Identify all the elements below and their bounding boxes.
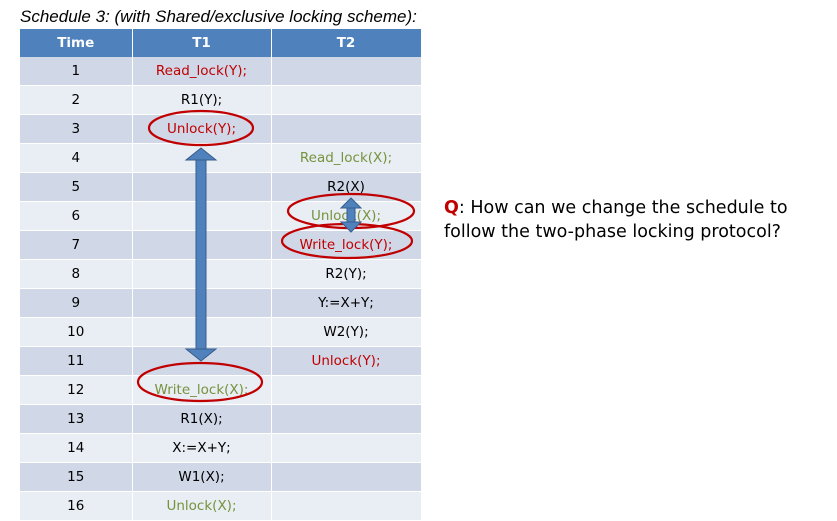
schedule-title: Schedule 3: (with Shared/exclusive locki… [20,7,417,26]
time-cell: 16 [20,491,133,521]
t1-cell [132,230,272,260]
t2-cell: Unlock(X); [271,201,422,231]
schedule-table: Time T1 T2 1 Read_lock(Y); 2 R1(Y); 3 Unlock(… [20,29,422,521]
t1-cell: Write_lock(X); [132,375,272,405]
table-row: 8 R2(Y); [20,259,422,289]
table-row: 15 W1(X); [20,462,422,492]
t2-cell [271,375,422,405]
t2-cell: R2(X) [271,172,422,202]
t2-cell [271,462,422,492]
question-text: Q: How can we change the schedule to fol… [444,196,834,244]
t2-cell: W2(Y); [271,317,422,347]
t1-cell: R1(X); [132,404,272,434]
t1-cell [132,288,272,318]
t2-cell: Write_lock(Y); [271,230,422,260]
t1-cell: Read_lock(Y); [132,57,272,86]
table-row: 5 R2(X) [20,172,422,202]
question-marker: Q [444,198,459,218]
time-cell: 9 [20,288,133,318]
t2-cell: Read_lock(X); [271,143,422,173]
time-cell: 8 [20,259,133,289]
table-row: 12 Write_lock(X); [20,375,422,405]
header-t1: T1 [132,29,272,57]
t1-cell: X:=X+Y; [132,433,272,463]
t1-cell [132,172,272,202]
time-cell: 6 [20,201,133,231]
time-cell: 3 [20,114,133,144]
time-cell: 10 [20,317,133,347]
table-header-row: Time T1 T2 [20,29,422,57]
t2-cell: Unlock(Y); [271,346,422,376]
t2-cell [271,491,422,521]
time-cell: 4 [20,143,133,173]
t1-cell [132,201,272,231]
header-time: Time [20,29,133,57]
time-cell: 2 [20,85,133,115]
time-cell: 15 [20,462,133,492]
time-cell: 5 [20,172,133,202]
time-cell: 1 [20,57,133,86]
table-row: 14 X:=X+Y; [20,433,422,463]
t1-cell [132,259,272,289]
t2-cell [271,114,422,144]
t2-cell: R2(Y); [271,259,422,289]
t1-cell [132,346,272,376]
table-row: 16 Unlock(X); [20,491,422,521]
t2-cell [271,57,422,86]
table-row: 4 Read_lock(X); [20,143,422,173]
header-t2: T2 [271,29,422,57]
t2-cell [271,85,422,115]
t1-cell [132,143,272,173]
table-row: 9 Y:=X+Y; [20,288,422,318]
t1-cell: Unlock(X); [132,491,272,521]
time-cell: 13 [20,404,133,434]
table-row: 6 Unlock(X); [20,201,422,231]
t1-cell: R1(Y); [132,85,272,115]
t2-cell [271,404,422,434]
time-cell: 7 [20,230,133,260]
table-row: 3 Unlock(Y); [20,114,422,144]
time-cell: 12 [20,375,133,405]
time-cell: 14 [20,433,133,463]
table-row: 11 Unlock(Y); [20,346,422,376]
question-body: : How can we change the schedule to foll… [444,198,788,242]
table-row: 10 W2(Y); [20,317,422,347]
t2-cell [271,433,422,463]
t1-cell: Unlock(Y); [132,114,272,144]
t1-cell: W1(X); [132,462,272,492]
table-row: 7 Write_lock(Y); [20,230,422,260]
table-row: 2 R1(Y); [20,85,422,115]
time-cell: 11 [20,346,133,376]
t1-cell [132,317,272,347]
t2-cell: Y:=X+Y; [271,288,422,318]
table-row: 13 R1(X); [20,404,422,434]
table-row: 1 Read_lock(Y); [20,57,422,86]
